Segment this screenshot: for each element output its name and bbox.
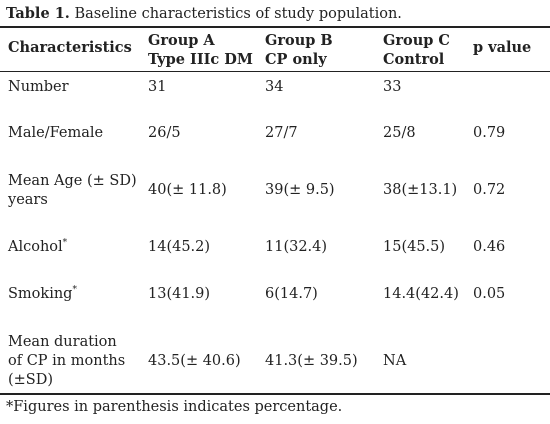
cell-duration-group-a: 43.5(± 40.6) <box>148 353 241 369</box>
header-group-a-line1: Group A <box>148 32 215 49</box>
footnote-marker: * <box>62 238 68 249</box>
cell-duration-group-b: 41.3(± 39.5) <box>265 353 358 369</box>
row-label-mean-age-line1: Mean Age (± SD) <box>8 173 137 189</box>
cell-age-group-c: 38(±13.1) <box>383 182 458 198</box>
row-label-smoking: Smoking* <box>8 285 77 302</box>
cell-age-p-value: 0.72 <box>473 182 506 198</box>
row-label-number: Number <box>8 79 69 95</box>
cell-sex-group-a: 26/5 <box>148 125 181 141</box>
cell-sex-group-c: 25/8 <box>383 125 416 141</box>
cell-sex-p-value: 0.79 <box>473 125 506 141</box>
cell-number-group-b: 34 <box>265 79 284 95</box>
cell-duration-group-c: NA <box>383 353 407 369</box>
caption-label: Table 1. <box>6 5 70 22</box>
header-p-value: p value <box>473 39 532 56</box>
row-label-duration-line2: of CP in months <box>8 353 126 369</box>
caption-text: Baseline characteristics of study popula… <box>74 6 402 22</box>
row-label-mean-age-line2: years <box>8 192 48 208</box>
table-top-rule <box>0 26 550 28</box>
cell-number-group-a: 31 <box>148 79 167 95</box>
table-header-rule <box>0 71 550 72</box>
header-characteristics: Characteristics <box>8 39 132 56</box>
cell-alcohol-p-value: 0.46 <box>473 239 506 255</box>
table-footnote: *Figures in parenthesis indicates percen… <box>6 399 343 415</box>
cell-number-group-c: 33 <box>383 79 402 95</box>
header-group-c-line2: Control <box>383 51 445 68</box>
row-label-duration-line1: Mean duration <box>8 334 117 350</box>
header-group-c-line1: Group C <box>383 32 450 49</box>
cell-smoking-group-c: 14.4(42.4) <box>383 286 459 302</box>
table-caption: Table 1. Baseline characteristics of stu… <box>6 5 402 22</box>
header-group-a-line2: Type IIIc DM <box>148 51 253 68</box>
cell-smoking-group-a: 13(41.9) <box>148 286 211 302</box>
row-label-male-female: Male/Female <box>8 125 104 141</box>
cell-alcohol-group-b: 11(32.4) <box>265 239 328 255</box>
cell-smoking-p-value: 0.05 <box>473 286 506 302</box>
table-bottom-rule <box>0 393 550 395</box>
cell-age-group-b: 39(± 9.5) <box>265 182 335 198</box>
row-label-duration-line3: (±SD) <box>8 372 54 388</box>
cell-smoking-group-b: 6(14.7) <box>265 286 318 302</box>
cell-sex-group-b: 27/7 <box>265 125 298 141</box>
header-group-b-line2: CP only <box>265 51 327 68</box>
cell-alcohol-group-c: 15(45.5) <box>383 239 446 255</box>
cell-age-group-a: 40(± 11.8) <box>148 182 227 198</box>
row-label-alcohol: Alcohol* <box>8 238 68 255</box>
header-group-b-line1: Group B <box>265 32 333 49</box>
cell-alcohol-group-a: 14(45.2) <box>148 239 211 255</box>
footnote-marker: * <box>72 285 77 296</box>
